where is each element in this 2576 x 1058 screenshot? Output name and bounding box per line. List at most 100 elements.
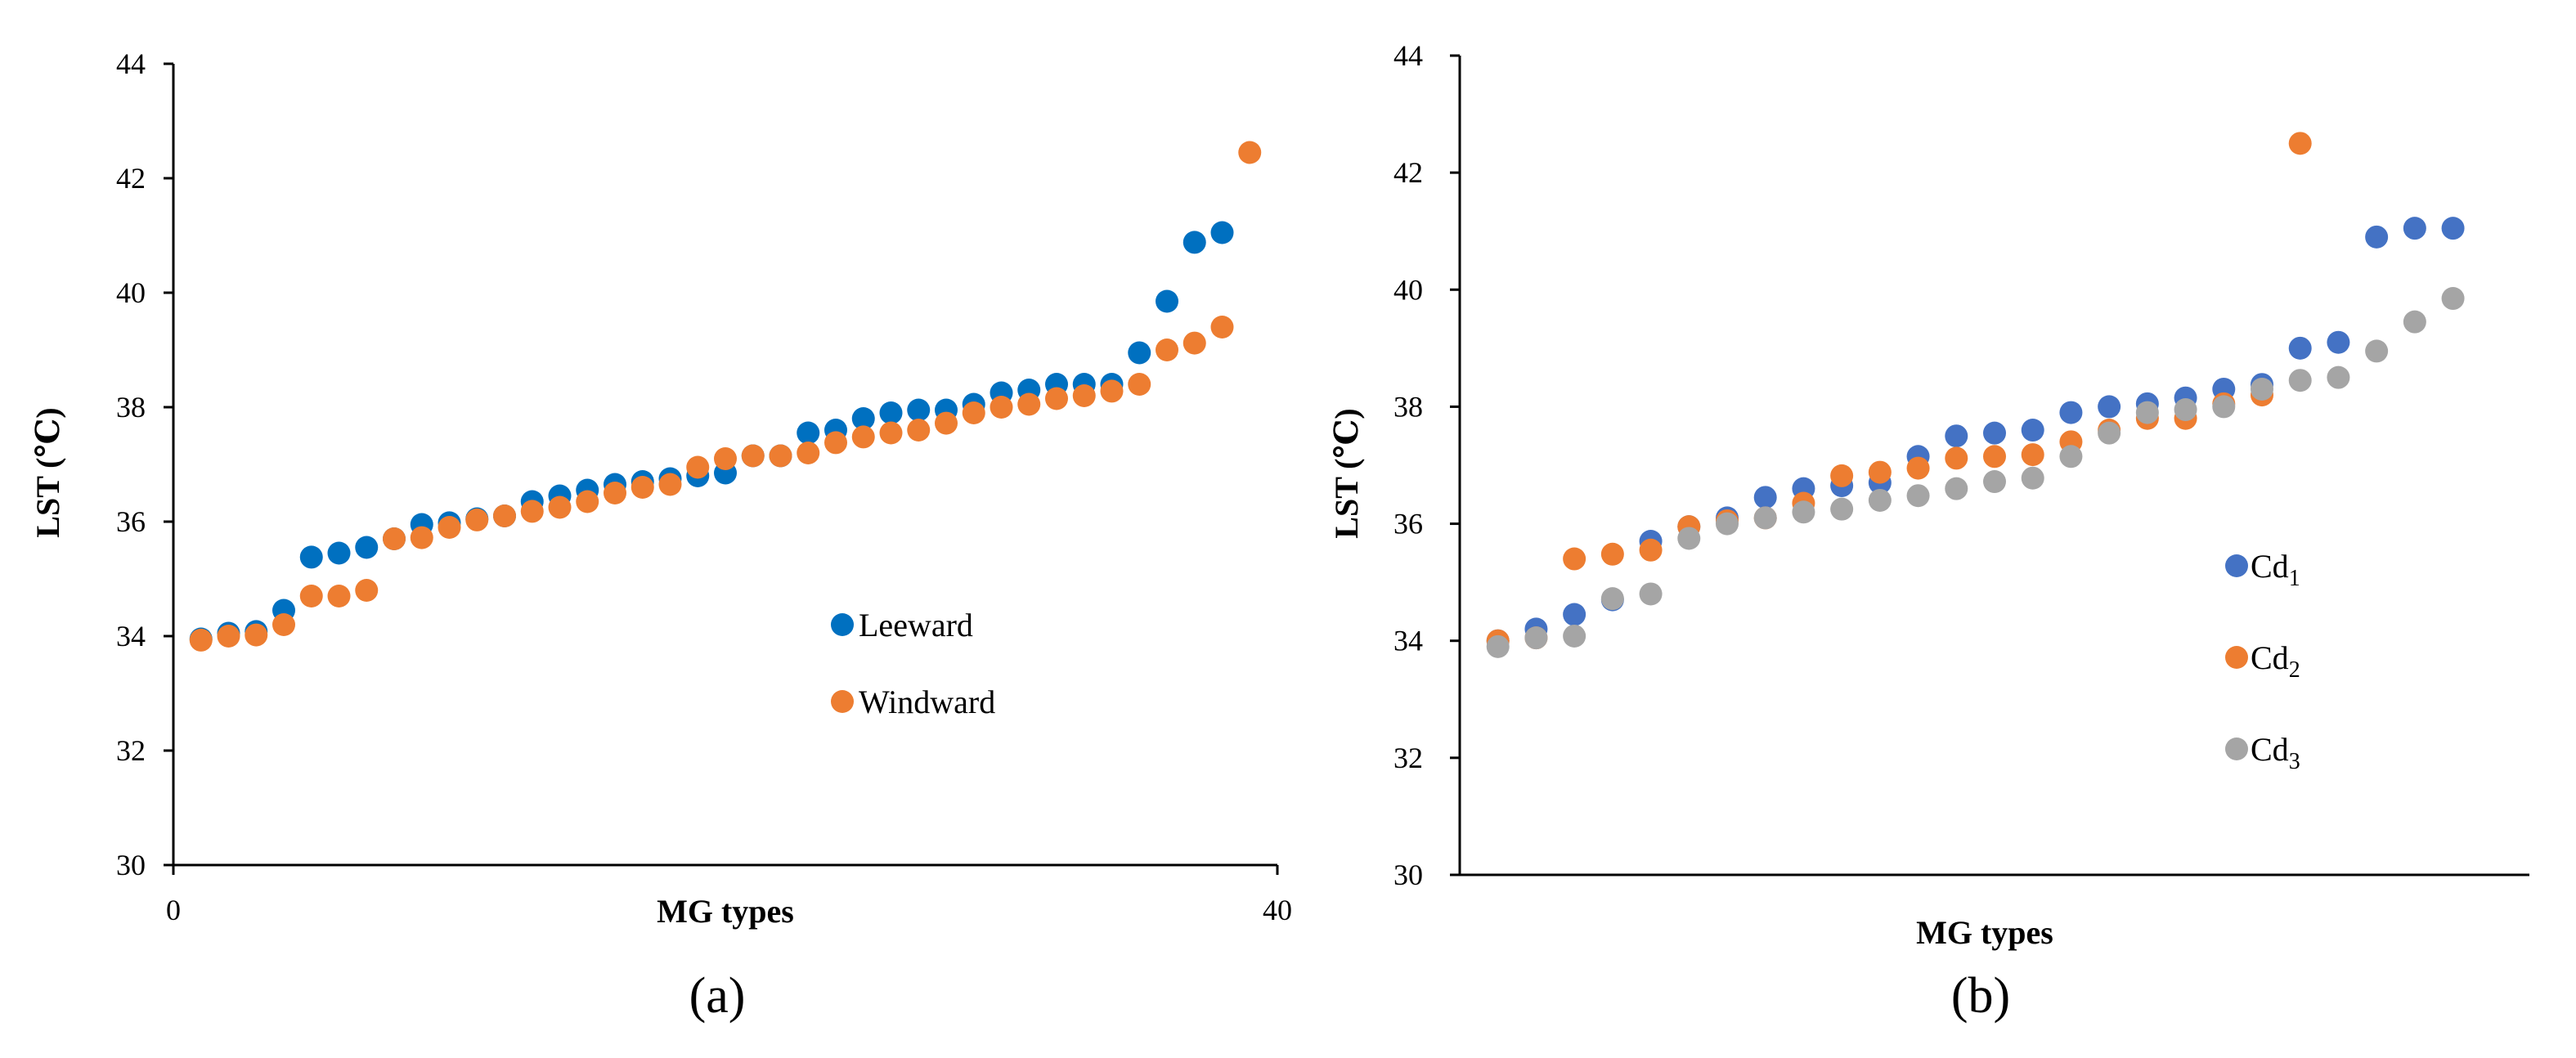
- x-axis-title: MG types: [1916, 914, 2053, 951]
- data-point: [935, 411, 958, 435]
- data-point: [851, 407, 875, 430]
- panel-label: (a): [689, 968, 746, 1024]
- data-point: [1792, 500, 1815, 524]
- data-point: [2403, 217, 2426, 240]
- data-point: [1868, 488, 1892, 512]
- data-point: [383, 527, 406, 550]
- data-point: [2021, 443, 2044, 467]
- series-cd3: [1486, 287, 2465, 658]
- data-point: [686, 455, 710, 479]
- data-point: [2059, 401, 2083, 424]
- data-point: [1563, 624, 1586, 648]
- y-tick-label: 32: [1393, 742, 1423, 774]
- data-point: [410, 526, 433, 549]
- data-point: [962, 401, 985, 424]
- data-point: [217, 625, 240, 648]
- data-point: [797, 421, 820, 445]
- y-tick-label: 36: [116, 505, 146, 538]
- series-windward: [189, 141, 1262, 652]
- data-point: [2327, 330, 2350, 354]
- data-point: [879, 421, 903, 445]
- y-tick-label: 30: [1393, 859, 1423, 891]
- series-leeward: [189, 221, 1234, 651]
- data-point: [2251, 377, 2273, 401]
- data-point: [797, 442, 820, 464]
- data-point: [438, 516, 461, 539]
- data-point: [2288, 336, 2312, 360]
- data-point: [1716, 512, 1739, 536]
- data-point: [520, 500, 544, 523]
- y-tick-label: 38: [116, 391, 146, 424]
- data-point: [1639, 538, 1663, 562]
- y-tick-label: 30: [116, 849, 146, 881]
- data-point: [1906, 484, 1930, 508]
- data-point: [1945, 477, 1968, 500]
- data-point: [1100, 379, 1124, 403]
- data-point: [769, 444, 792, 468]
- data-point: [907, 398, 931, 422]
- y-tick-label: 38: [1393, 390, 1423, 423]
- data-point: [2135, 401, 2159, 424]
- legend-marker: [831, 613, 854, 636]
- data-point: [2288, 132, 2312, 155]
- data-point: [2327, 365, 2350, 389]
- data-point: [2288, 369, 2312, 392]
- data-point: [245, 623, 268, 647]
- data-point: [1210, 316, 1234, 338]
- data-point: [2021, 419, 2044, 442]
- data-point: [1128, 373, 1151, 396]
- data-point: [824, 431, 847, 455]
- legend-label: Cd2: [2251, 639, 2300, 683]
- data-point: [2059, 445, 2083, 468]
- data-point: [1639, 582, 1663, 606]
- data-point: [1983, 445, 2006, 468]
- data-point: [2441, 217, 2465, 240]
- legend-marker: [831, 690, 854, 713]
- y-tick-label: 40: [116, 276, 146, 309]
- data-point: [493, 504, 516, 527]
- y-axis-title: LST (℃): [1328, 408, 1365, 538]
- data-point: [2174, 398, 2197, 422]
- data-point: [2098, 395, 2121, 419]
- data-point: [1210, 221, 1234, 244]
- data-point: [355, 536, 379, 559]
- data-point: [1983, 421, 2006, 445]
- data-point: [1563, 603, 1586, 626]
- data-point: [631, 476, 654, 499]
- data-point: [327, 541, 351, 565]
- data-point: [658, 473, 682, 496]
- data-point: [741, 444, 765, 468]
- data-point: [2403, 310, 2426, 334]
- data-point: [299, 585, 323, 607]
- y-tick-label: 34: [1393, 625, 1423, 657]
- data-point: [327, 585, 351, 607]
- data-point: [1183, 331, 1206, 355]
- data-point: [1238, 141, 1262, 164]
- data-point: [272, 613, 295, 636]
- data-point: [1983, 470, 2006, 494]
- chart-a: 30 32 34 36 38 40 42 44 0 40 MG types LST (℃) (a) Lee…: [29, 47, 1292, 1024]
- legend-marker: [2225, 737, 2248, 760]
- data-point: [355, 579, 379, 602]
- data-point: [2212, 395, 2236, 419]
- data-point: [1868, 460, 1892, 484]
- data-point: [1524, 626, 1548, 650]
- data-point: [1753, 506, 1777, 530]
- legend-marker: [2225, 554, 2248, 577]
- data-point: [1156, 289, 1178, 313]
- y-tick-label: 44: [1393, 39, 1423, 72]
- legend-marker: [2225, 646, 2248, 669]
- data-point: [1753, 486, 1777, 509]
- data-point: [2365, 225, 2389, 249]
- data-point: [576, 490, 599, 513]
- data-point: [714, 447, 737, 470]
- legend-label: Cd3: [2251, 731, 2300, 774]
- data-point: [1600, 587, 1624, 611]
- data-point: [465, 508, 489, 531]
- x-tick-label: 40: [1263, 894, 1292, 926]
- data-point: [189, 628, 213, 652]
- series-cd1: [1486, 217, 2465, 652]
- data-point: [604, 482, 626, 504]
- data-point: [299, 545, 323, 569]
- chart-b: 30 32 34 36 38 40 42 44 MG types LST (℃) (b) Cd1 Cd2…: [1328, 39, 2529, 1024]
